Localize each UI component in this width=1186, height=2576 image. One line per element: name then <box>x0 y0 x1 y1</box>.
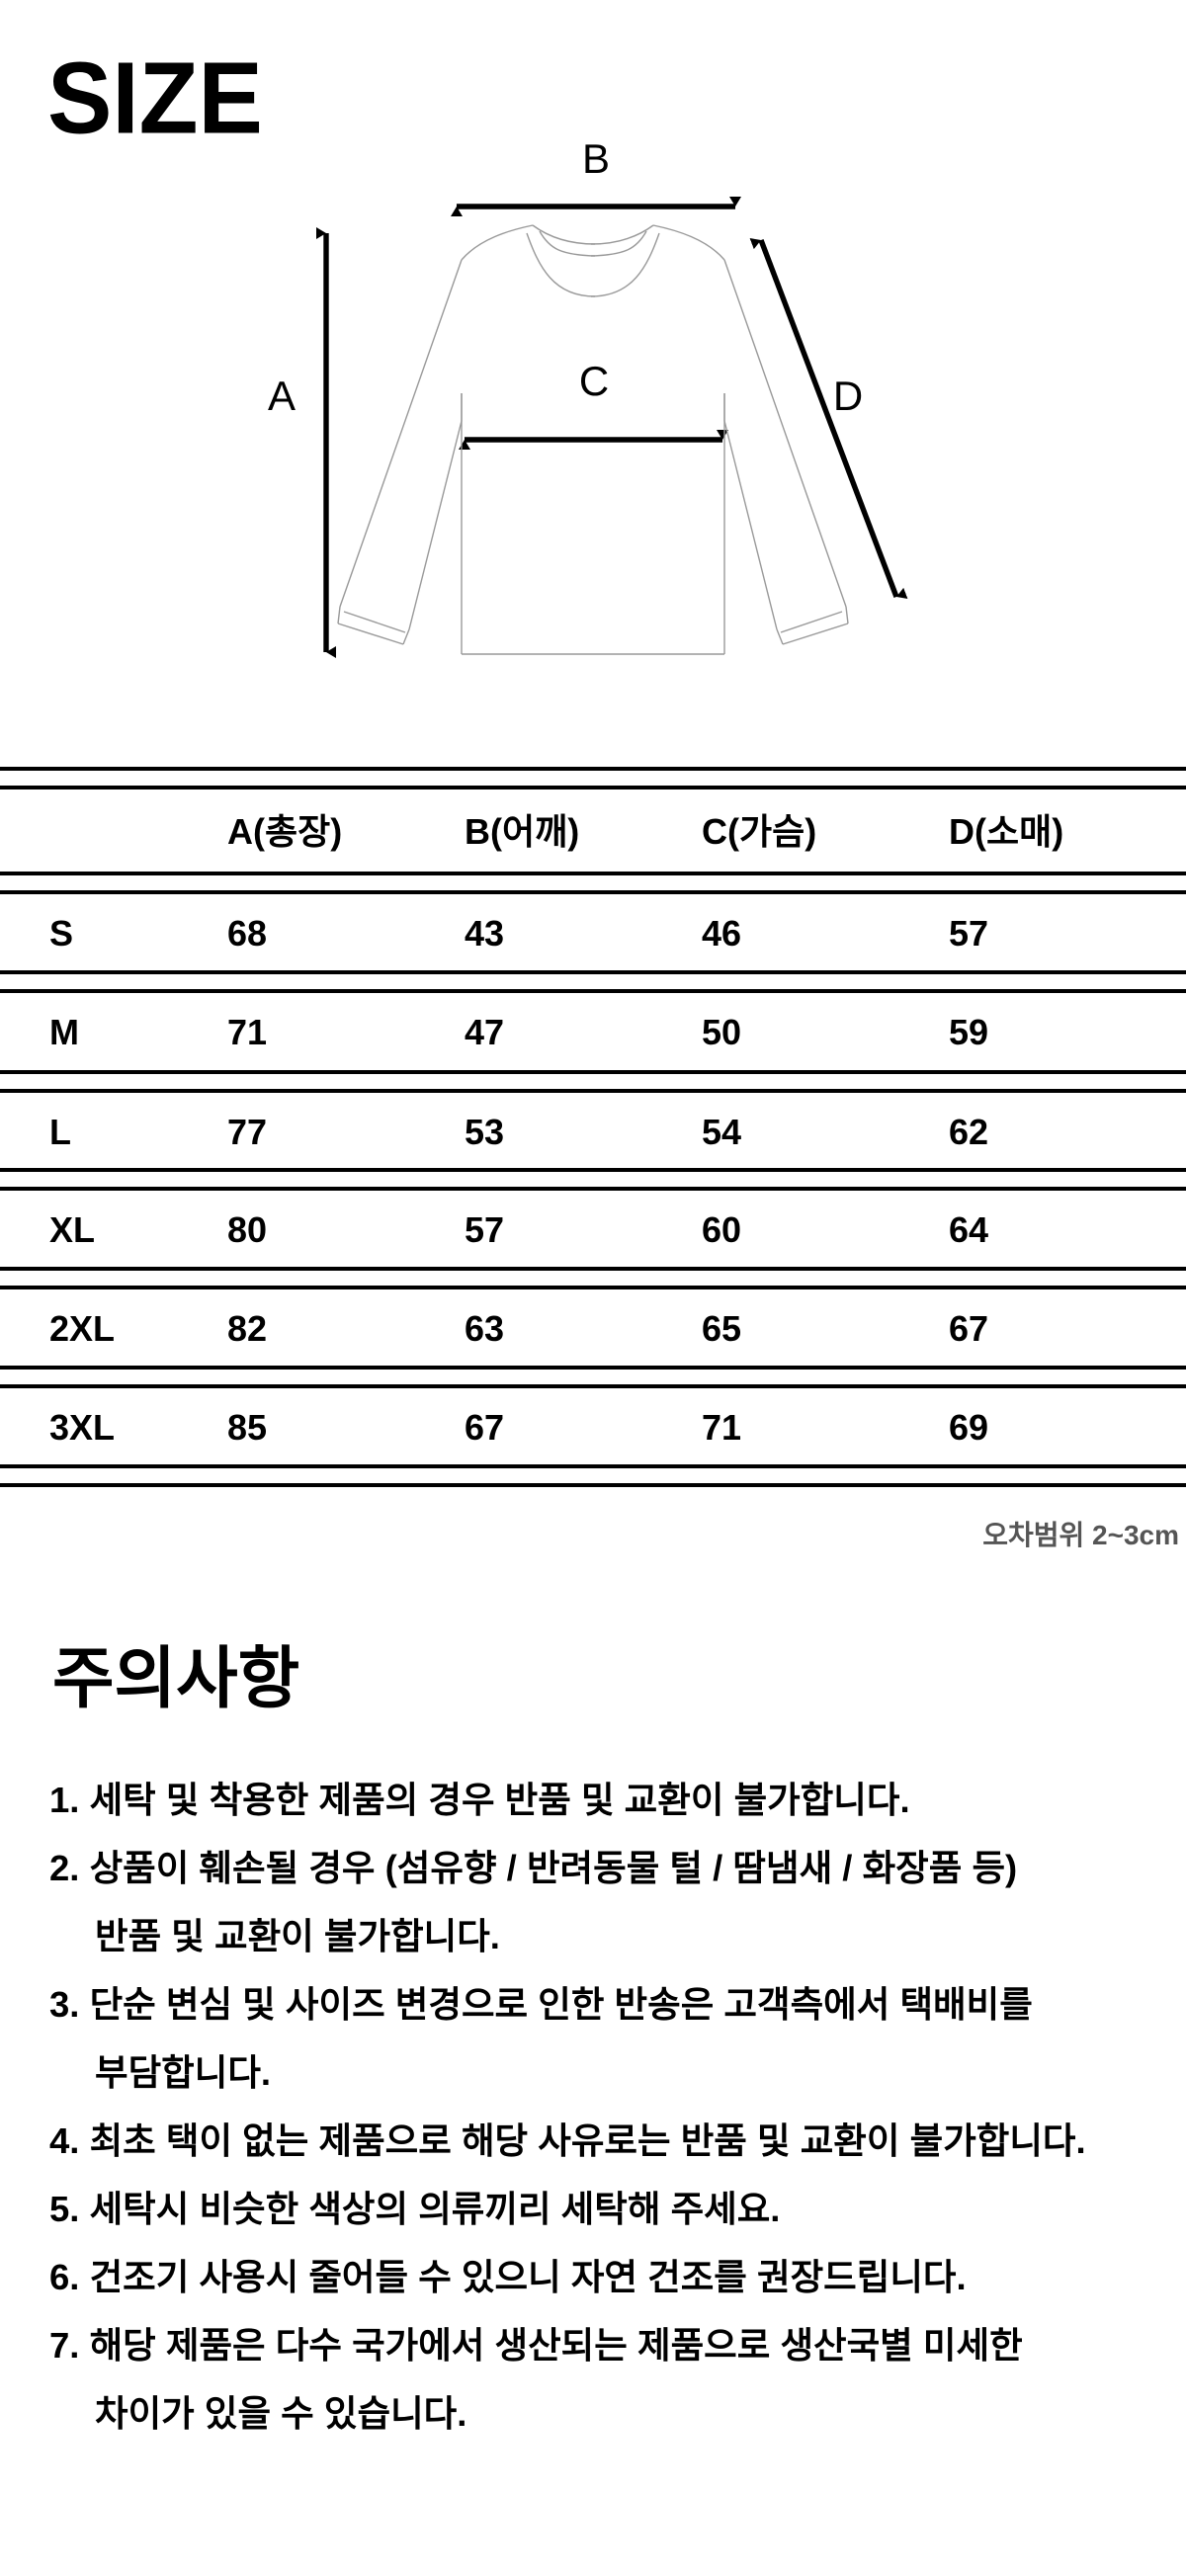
svg-text:D: D <box>833 373 863 419</box>
svg-text:A: A <box>268 373 296 419</box>
svg-text:C: C <box>579 358 609 404</box>
svg-text:B: B <box>582 135 610 182</box>
